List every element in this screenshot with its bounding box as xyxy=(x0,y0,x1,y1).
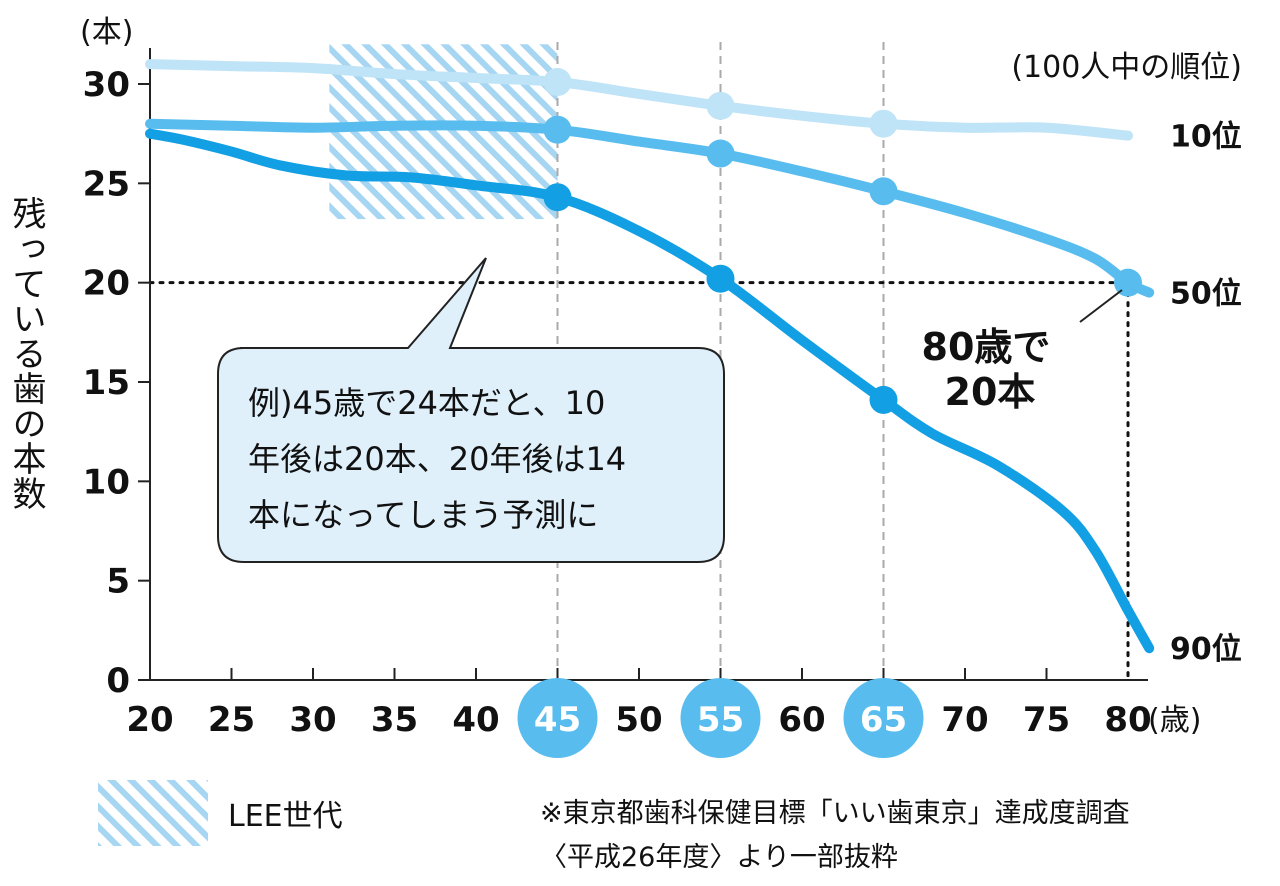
series-line-10位 xyxy=(145,59,1133,141)
x-tick-label-30: 30 xyxy=(289,700,336,740)
x-tick-label-45: 45 xyxy=(534,700,581,740)
marker-90位-45 xyxy=(543,183,572,212)
series-label-10位: 10位 xyxy=(1170,120,1242,155)
series-label-90位: 90位 xyxy=(1170,632,1242,667)
marker-10位-45 xyxy=(543,68,572,97)
x-tick-label-75: 75 xyxy=(1023,700,1070,740)
y-unit-label: (本) xyxy=(80,15,133,50)
marker-90位-55 xyxy=(706,264,735,293)
callout-shape xyxy=(217,257,725,563)
annotation-line-1: 80歳で xyxy=(922,325,1051,369)
x-tick-label-35: 35 xyxy=(371,700,418,740)
x-unit-label: (歳) xyxy=(1148,703,1201,738)
y-axis-label: 残っている歯の本数 xyxy=(6,196,46,511)
x-tick-label-65: 65 xyxy=(860,700,907,740)
x-tick-label-20: 20 xyxy=(126,700,173,740)
x-tick-label-55: 55 xyxy=(697,700,744,740)
x-tick-badge-55 xyxy=(680,678,761,758)
x-tick-label-60: 60 xyxy=(778,700,825,740)
series-line-50位 xyxy=(145,118,1155,298)
callout-line-3: 本になってしまう予測に xyxy=(248,496,598,534)
x-tick-label-70: 70 xyxy=(941,700,988,740)
x-tick-badge-45 xyxy=(517,678,598,758)
marker-10位-65 xyxy=(869,109,898,138)
legend-swatch-lee xyxy=(98,780,208,846)
y-tick-label-20: 20 xyxy=(83,264,130,304)
marker-50位-55 xyxy=(706,139,735,168)
source-note-line-2: 〈平成26年度〉より一部抜粋 xyxy=(540,842,898,873)
legend-title: (100人中の順位) xyxy=(1011,50,1242,85)
series-line-90位 xyxy=(145,128,1155,654)
callout-line-2: 年後は20本、20年後は14 xyxy=(248,440,626,478)
marker-90位-65 xyxy=(869,385,898,414)
callout-line-1: 例)45歳で24本だと、10 xyxy=(248,384,605,422)
y-tick-label-30: 30 xyxy=(83,65,130,105)
x-tick-label-40: 40 xyxy=(452,700,499,740)
annotation-leader-line xyxy=(1079,289,1123,323)
x-tick-badge-65 xyxy=(843,678,924,758)
y-tick-label-10: 10 xyxy=(83,462,130,502)
callout-bubble: 例)45歳で24本だと、10 年後は20本、20年後は14 本になってしまう予測… xyxy=(217,257,725,563)
marker-50位-45 xyxy=(543,115,572,144)
source-note-line-1: ※東京都歯科保健目標「いい歯東京」達成度調査 xyxy=(540,798,1130,829)
y-tick-label-15: 15 xyxy=(83,363,130,403)
x-tick-label-80: 80 xyxy=(1104,700,1151,740)
y-tick-label-25: 25 xyxy=(83,164,130,204)
marker-10位-55 xyxy=(706,91,735,120)
x-tick-label-25: 25 xyxy=(208,700,255,740)
y-tick-label-5: 5 xyxy=(106,562,130,602)
marker-50位-65 xyxy=(869,177,898,206)
legend-label-lee: LEE世代 xyxy=(228,799,343,834)
annotation-line-2: 20本 xyxy=(945,370,1036,414)
x-tick-label-50: 50 xyxy=(615,700,662,740)
series-label-50位: 50位 xyxy=(1170,277,1242,312)
y-tick-label-0: 0 xyxy=(106,661,130,701)
